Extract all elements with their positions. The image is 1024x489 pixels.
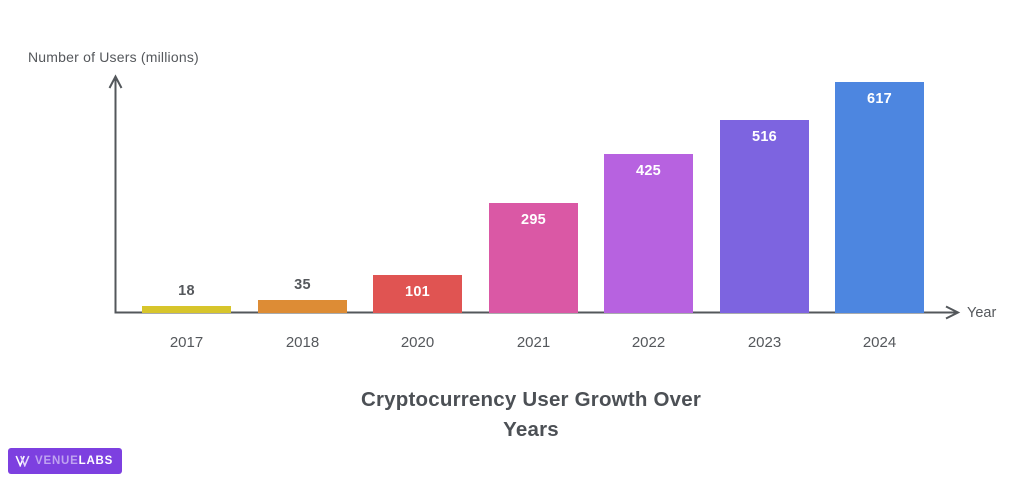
x-tick-2021: 2021 [516, 334, 551, 351]
bar-2018 [258, 300, 347, 313]
value-label-2018: 35 [294, 277, 311, 293]
logo-text-labs: LABS [78, 455, 114, 467]
bar-2022 [604, 154, 693, 313]
chart-title: Cryptocurrency User Growth Over Years [361, 388, 701, 441]
value-label-2023: 516 [751, 129, 778, 145]
bar-2024 [835, 82, 924, 313]
x-tick-2020: 2020 [400, 334, 435, 351]
bar-2021 [489, 203, 578, 313]
bar-2023 [720, 120, 809, 313]
venuelabs-logo: VENUELABS [8, 448, 123, 474]
logo-text-venue: VENUE [35, 455, 79, 467]
value-label-2022: 425 [635, 163, 662, 179]
x-axis-arrow-icon [945, 305, 961, 320]
value-label-2024: 617 [866, 91, 893, 107]
x-axis-title: Year [967, 305, 997, 321]
y-axis-arrow-icon [108, 74, 123, 89]
x-tick-2023: 2023 [747, 334, 782, 351]
y-axis-title: Number of Users (millions) [28, 49, 199, 65]
double-chevron-v-icon [15, 455, 30, 467]
logo-wordmark: VENUELABS [35, 455, 113, 467]
value-label-2020: 101 [404, 284, 431, 300]
bar-2017 [142, 306, 231, 313]
x-tick-2024: 2024 [862, 334, 897, 351]
bar-2020 [373, 275, 462, 313]
value-label-2021: 295 [520, 212, 547, 228]
x-tick-2017: 2017 [169, 334, 204, 351]
value-label-2017: 18 [178, 283, 195, 299]
x-tick-2022: 2022 [631, 334, 666, 351]
x-tick-2018: 2018 [285, 334, 320, 351]
